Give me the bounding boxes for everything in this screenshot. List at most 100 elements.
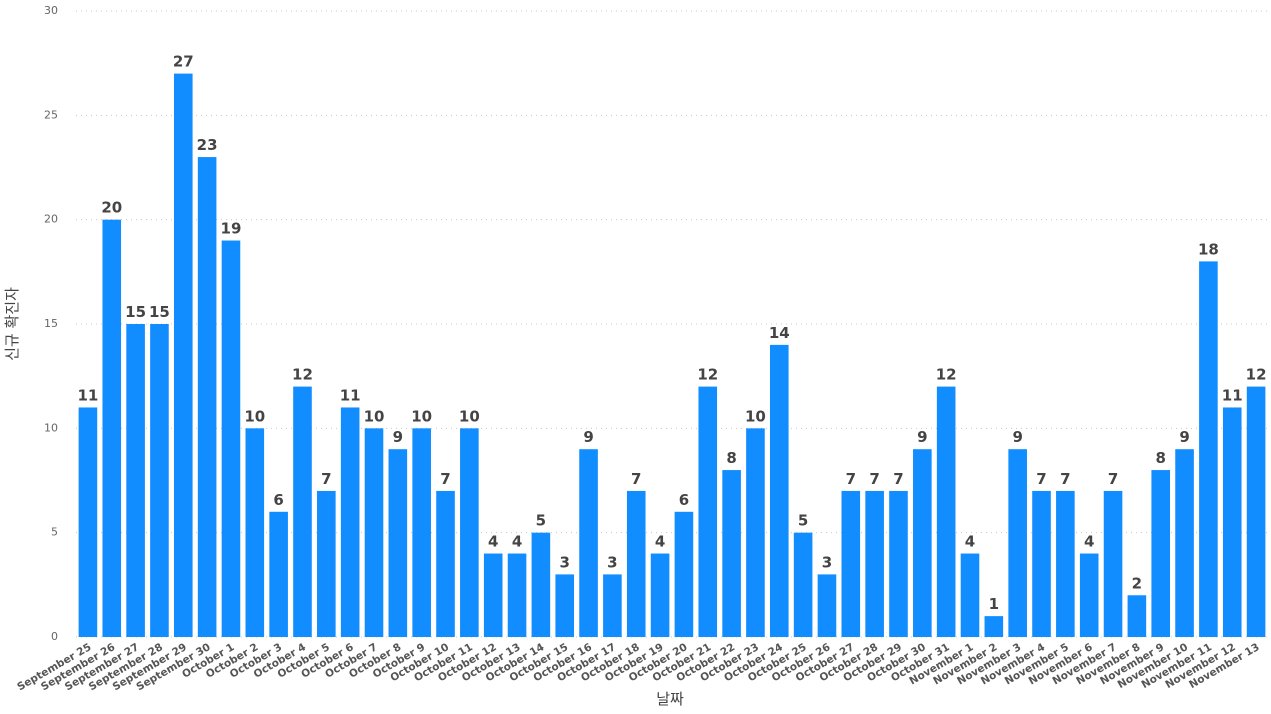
value-label: 14 <box>769 324 790 342</box>
bar <box>936 386 956 637</box>
y-tick-label: 5 <box>51 526 58 539</box>
value-label: 1 <box>989 595 999 613</box>
value-label: 7 <box>1060 470 1070 488</box>
bar <box>245 428 265 637</box>
bar <box>364 428 384 637</box>
bar <box>412 428 431 637</box>
bar <box>173 73 193 638</box>
bar <box>626 490 646 637</box>
value-label: 15 <box>149 303 170 321</box>
y-tick-label: 20 <box>44 213 58 226</box>
value-label: 27 <box>173 53 194 71</box>
value-label: 6 <box>679 491 689 509</box>
bar <box>1103 490 1123 637</box>
bar <box>603 574 622 637</box>
value-label: 4 <box>965 533 975 551</box>
value-label: 7 <box>1108 470 1118 488</box>
bar <box>1175 449 1194 637</box>
bar <box>1008 449 1027 637</box>
y-tick-label: 30 <box>44 4 58 17</box>
value-label: 8 <box>726 449 736 467</box>
bar <box>722 470 741 637</box>
value-label: 3 <box>560 553 570 571</box>
bar <box>507 553 527 637</box>
bar <box>1079 553 1099 637</box>
value-label: 11 <box>340 386 361 404</box>
value-label: 9 <box>1179 428 1189 446</box>
value-label: 23 <box>197 136 218 154</box>
value-label: 10 <box>244 407 265 425</box>
bar <box>793 532 813 637</box>
value-label: 11 <box>77 386 98 404</box>
bar <box>1032 490 1051 637</box>
bar <box>197 157 217 638</box>
bar <box>984 616 1004 637</box>
value-label: 10 <box>459 407 480 425</box>
bar <box>698 386 718 637</box>
value-label: 7 <box>869 470 879 488</box>
bar <box>531 532 551 637</box>
value-label: 5 <box>798 512 808 530</box>
bar <box>78 407 98 637</box>
bar <box>436 490 455 637</box>
bar <box>817 574 837 637</box>
value-label: 7 <box>440 470 450 488</box>
value-label: 12 <box>936 366 957 384</box>
value-label: 20 <box>101 199 122 217</box>
value-label: 3 <box>822 553 832 571</box>
bar <box>579 449 598 637</box>
value-label: 12 <box>697 366 718 384</box>
value-label: 7 <box>1036 470 1046 488</box>
value-label: 10 <box>364 407 385 425</box>
y-tick-label: 25 <box>44 108 58 121</box>
bar <box>769 344 789 637</box>
value-label: 9 <box>917 428 927 446</box>
bar <box>1056 490 1075 637</box>
value-label: 8 <box>1156 449 1166 467</box>
value-label: 4 <box>1084 533 1094 551</box>
value-label: 18 <box>1198 240 1219 258</box>
value-label: 10 <box>745 407 766 425</box>
value-label: 10 <box>411 407 432 425</box>
bar <box>865 490 884 637</box>
bar <box>388 449 408 637</box>
value-label: 12 <box>292 366 313 384</box>
y-tick-label: 0 <box>51 630 58 643</box>
bar <box>1151 470 1171 637</box>
bar <box>126 324 145 637</box>
bar <box>293 386 312 637</box>
bar <box>889 490 908 637</box>
value-label: 3 <box>607 553 617 571</box>
value-label: 4 <box>512 533 522 551</box>
bar <box>460 428 479 637</box>
value-label: 9 <box>583 428 593 446</box>
bar <box>746 428 765 637</box>
bar <box>483 553 503 637</box>
value-label: 7 <box>893 470 903 488</box>
bar <box>650 553 670 637</box>
y-tick-label: 15 <box>44 317 58 330</box>
value-label: 15 <box>125 303 146 321</box>
value-label: 6 <box>273 491 283 509</box>
x-axis-title: 날짜 <box>656 690 684 708</box>
value-label: 2 <box>1132 574 1142 592</box>
value-label: 19 <box>221 220 242 238</box>
bar <box>1199 261 1218 637</box>
bar <box>102 219 122 637</box>
value-label: 4 <box>655 533 665 551</box>
value-label: 9 <box>1012 428 1022 446</box>
value-label: 4 <box>488 533 498 551</box>
bar <box>269 511 288 637</box>
bar <box>1246 386 1266 637</box>
y-tick-label: 10 <box>44 421 58 434</box>
bar <box>674 511 694 637</box>
bar <box>150 324 169 637</box>
bar <box>340 407 360 637</box>
bar <box>221 240 241 638</box>
value-label: 7 <box>321 470 331 488</box>
bar <box>317 490 336 637</box>
value-label: 9 <box>393 428 403 446</box>
y-axis-title: 신규 확진자 <box>3 287 21 361</box>
bar <box>1127 595 1147 637</box>
